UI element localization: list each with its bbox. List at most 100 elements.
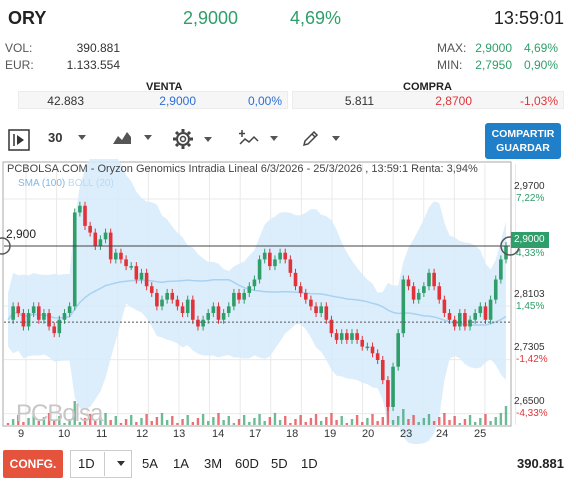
candle-body: [237, 292, 241, 300]
chevron-down-icon: [144, 134, 152, 140]
candle-body: [221, 313, 226, 320]
compra-row[interactable]: [292, 91, 564, 109]
candle-body: [396, 333, 400, 367]
x-label: 9: [18, 428, 25, 440]
volume-bar: [391, 420, 395, 425]
interval-value: 1D: [78, 456, 95, 471]
candle-body: [339, 333, 344, 340]
candle-body: [365, 346, 370, 349]
y-pct-4: -4,33%: [516, 408, 548, 419]
y-label-2: 2,8103: [514, 289, 545, 300]
volume-bar: [340, 416, 343, 425]
candle-body: [483, 306, 488, 320]
volume-bar: [160, 413, 164, 425]
x-label: 11: [96, 428, 108, 440]
candle-body: [206, 313, 211, 320]
period-5d-button[interactable]: 5D: [271, 456, 288, 471]
chevron-down-icon: [204, 136, 212, 142]
volume-bar: [207, 421, 210, 425]
period-selector[interactable]: 30: [48, 130, 87, 145]
volume-bar: [381, 417, 384, 425]
chart-title: PCBOLSA.COM - Oryzon Genomics Intradia L…: [7, 163, 478, 175]
period-value: 30: [48, 130, 63, 145]
candle-body: [170, 292, 175, 300]
share-save-button[interactable]: COMPARTIR GUARDAR: [485, 123, 561, 159]
y-pct-2: 1,45%: [516, 301, 545, 312]
chevron-down-icon: [332, 135, 340, 141]
candle-body: [319, 306, 323, 314]
candle-body: [119, 252, 123, 260]
period-1d-button[interactable]: 1D: [301, 456, 318, 471]
x-label: 24: [436, 428, 449, 440]
draw-tools-selector[interactable]: [302, 129, 340, 147]
candle-body: [88, 225, 92, 233]
vol-label: VOL:: [5, 41, 33, 55]
volume-bar: [140, 418, 143, 425]
y-pct-0: 7,22%: [516, 193, 545, 204]
volume-bar: [63, 423, 66, 425]
volume-bar: [468, 415, 472, 425]
change-percent: 4,69%: [290, 8, 342, 28]
candle-body: [309, 299, 313, 307]
candle-body: [442, 299, 447, 314]
chart-type-selector[interactable]: [112, 129, 152, 145]
volume-bar: [432, 421, 436, 425]
x-label: 23: [400, 428, 413, 440]
last-price: 2,9000: [183, 8, 239, 28]
volume-bar: [258, 414, 261, 425]
period-5a-button[interactable]: 5A: [142, 456, 158, 471]
volume-bar: [484, 414, 487, 425]
candle-body: [298, 286, 303, 293]
volume-bar: [104, 413, 107, 425]
period-1a-button[interactable]: 1A: [173, 456, 189, 471]
candle-body: [499, 259, 503, 280]
volume-bar: [453, 416, 456, 425]
volume-bar: [53, 420, 56, 425]
y-label-4: 2,6500: [514, 396, 545, 407]
volume-bar: [176, 423, 179, 425]
share-label: COMPARTIR: [491, 128, 555, 140]
venta-price: 2,9000: [159, 94, 196, 108]
candle-body: [350, 333, 354, 340]
total-volume: 390.881: [517, 456, 564, 471]
candle-body: [427, 272, 431, 287]
legend-sma: SMA (100): [18, 178, 66, 189]
candle-body: [283, 252, 288, 260]
price-chart[interactable]: [0, 159, 576, 444]
venta-row[interactable]: [18, 91, 288, 109]
volume-bar: [325, 417, 328, 425]
candle-body: [360, 339, 365, 347]
volume-bar: [222, 420, 225, 425]
candle-body: [103, 232, 108, 240]
candle-body: [416, 292, 421, 300]
candle-body: [67, 306, 72, 314]
period-60d-button[interactable]: 60D: [235, 456, 259, 471]
y-pct-1: 4,33%: [516, 248, 545, 259]
volume-bar: [371, 414, 374, 425]
volume-bar: [78, 422, 82, 425]
candle-body: [37, 306, 41, 320]
x-label: 25: [474, 428, 487, 440]
candle-body: [504, 246, 508, 260]
indicators-selector[interactable]: [238, 129, 278, 147]
volume-bar: [463, 419, 467, 425]
interval-select[interactable]: [70, 450, 132, 478]
volume-bar: [458, 423, 461, 425]
config-button[interactable]: CONFG.: [3, 450, 63, 478]
volume-bar: [191, 422, 195, 425]
y-label-0: 2,9700: [514, 181, 545, 192]
candle-body: [370, 346, 375, 354]
candle-body: [134, 266, 139, 280]
volume-bar: [268, 417, 272, 425]
volume-bar: [155, 417, 159, 425]
area-chart-icon: [113, 132, 131, 144]
candle-body: [226, 306, 231, 314]
period-3m-button[interactable]: 3M: [204, 456, 223, 471]
candle-body: [62, 313, 67, 320]
play-icon[interactable]: [8, 129, 30, 151]
chevron-down-icon: [270, 135, 278, 141]
volume-bar: [407, 419, 410, 425]
candle-body: [129, 266, 134, 268]
volume-bar: [330, 413, 333, 425]
settings-selector[interactable]: [172, 128, 212, 150]
